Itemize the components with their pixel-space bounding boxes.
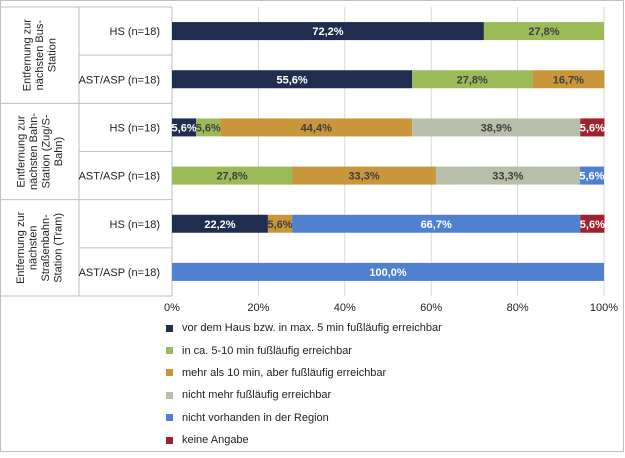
category-label: AST/ASP (n=18) [79, 171, 160, 183]
data-label: 27,8% [216, 171, 247, 183]
bar-segment [267, 214, 293, 233]
bar-segment [412, 118, 581, 137]
x-tick-label: 0% [164, 302, 180, 314]
bar-segment [172, 118, 197, 137]
x-tick-label: 60% [420, 302, 442, 314]
bar-segment [172, 262, 604, 281]
data-label: 5,6% [196, 122, 221, 134]
data-label: 33,3% [348, 171, 379, 183]
data-label: 5,6% [580, 122, 605, 134]
x-tick-label: 100% [590, 302, 618, 314]
bar-segment [412, 70, 533, 89]
data-label: 27,8% [528, 26, 559, 38]
bar-segment [172, 166, 293, 185]
data-label: 33,3% [492, 171, 523, 183]
legend-item: keine Angabe [166, 429, 442, 451]
bar-segment [292, 166, 436, 185]
legend-item: mehr als 10 min, aber fußläufig erreichb… [166, 362, 442, 384]
bar-segment [292, 214, 581, 233]
data-label: 66,7% [421, 219, 452, 231]
data-label: 27,8% [457, 74, 488, 86]
bar-segment [172, 22, 484, 41]
category-label: HS (n=18) [110, 219, 160, 231]
data-label: 5,6% [267, 219, 292, 231]
bar-segment [435, 166, 580, 185]
x-tick-label: 40% [334, 302, 356, 314]
category-label: HS (n=18) [110, 122, 160, 134]
data-label: 55,6% [276, 74, 307, 86]
legend-swatch [166, 347, 173, 355]
data-label: 5,6% [579, 171, 604, 183]
legend-item: nicht mehr fußläufig erreichbar [166, 384, 442, 406]
data-label: 5,6% [172, 122, 197, 134]
legend-swatch [166, 369, 173, 377]
group-label: Entfernung zurnächsten Bus-Station [22, 19, 59, 91]
legend-swatch [166, 324, 173, 332]
legend-label: vor dem Haus bzw. in max. 5 min fußläufi… [182, 322, 442, 335]
category-label: AST/ASP (n=18) [79, 267, 160, 279]
group-label: Entfernung zurnächstenStraßenbahn-Statio… [15, 211, 64, 283]
legend-item: in ca. 5-10 min fußläufig erreichbar [166, 339, 442, 361]
bar-segment [580, 118, 605, 137]
category-label: HS (n=18) [110, 26, 160, 38]
legend-swatch [166, 391, 173, 399]
legend-item: vor dem Haus bzw. in max. 5 min fußläufi… [166, 317, 442, 339]
bar-segment [579, 166, 604, 185]
group-label: Entfernung zurnächsten Bahn-Station (Zug… [15, 113, 65, 190]
legend-item: nicht vorhanden in der Region [166, 407, 442, 429]
bar-segment [532, 70, 605, 89]
data-label: 72,2% [312, 26, 343, 38]
category-label: AST/ASP (n=18) [79, 74, 160, 86]
legend-label: nicht mehr fußläufig erreichbar [182, 389, 332, 402]
legend-label: keine Angabe [182, 434, 249, 447]
legend: vor dem Haus bzw. in max. 5 min fußläufi… [166, 317, 442, 451]
legend-swatch [166, 436, 173, 444]
bar-segment [483, 22, 604, 41]
bar-segment [580, 214, 605, 233]
legend-label: nicht vorhanden in der Region [182, 411, 329, 424]
data-label: 5,6% [580, 219, 605, 231]
data-label: 44,4% [301, 122, 332, 134]
bar-segment [172, 70, 413, 89]
data-label: 38,9% [481, 122, 512, 134]
legend-label: mehr als 10 min, aber fußläufig erreichb… [182, 366, 387, 379]
x-tick-label: 80% [507, 302, 529, 314]
bar-segment [220, 118, 413, 137]
legend-label: in ca. 5-10 min fußläufig erreichbar [182, 344, 352, 357]
data-label: 100,0% [369, 267, 407, 279]
bar-segment [196, 118, 221, 137]
bar-segment [172, 214, 268, 233]
data-label: 22,2% [204, 219, 235, 231]
data-label: 16,7% [553, 74, 584, 86]
x-tick-label: 20% [247, 302, 269, 314]
legend-swatch [166, 414, 173, 422]
